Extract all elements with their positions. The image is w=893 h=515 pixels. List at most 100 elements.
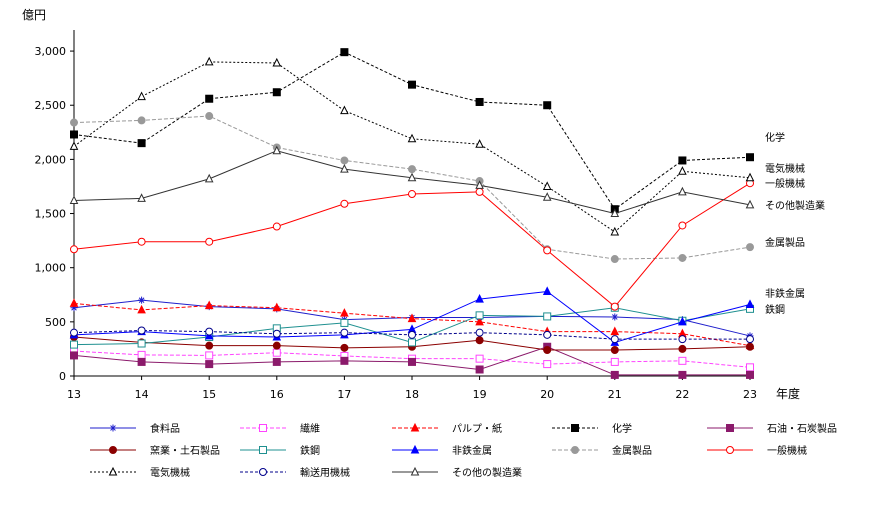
- data-point: [610, 255, 619, 264]
- data-point: [204, 173, 214, 183]
- data-point: [678, 335, 687, 344]
- data-point: [272, 341, 281, 350]
- data-point: [746, 153, 754, 162]
- series-end-label: 一般機械: [765, 177, 805, 190]
- legend-label: 繊維: [300, 422, 320, 435]
- legend-marker: [571, 424, 579, 432]
- data-point: [543, 312, 552, 321]
- data-point: [543, 101, 552, 110]
- data-point: [69, 298, 79, 307]
- data-point: [475, 139, 484, 148]
- legend-label: その他の製造業: [452, 466, 522, 479]
- legend-label: 食料品: [150, 422, 180, 435]
- data-point: [137, 304, 146, 314]
- x-tick-label: 15: [202, 388, 216, 401]
- data-point: [408, 330, 416, 339]
- y-tick-label: 0: [59, 370, 66, 383]
- data-point: [137, 237, 146, 246]
- data-point: [70, 328, 78, 337]
- data-point: [678, 316, 687, 326]
- data-point: [475, 293, 484, 303]
- x-tick-label: 18: [405, 388, 419, 401]
- data-point: [70, 340, 78, 349]
- data-point: [408, 357, 416, 366]
- series-end-label: 鉄鋼: [765, 303, 785, 316]
- legend-marker: [410, 466, 420, 476]
- data-point: [746, 335, 754, 344]
- series-4: [70, 48, 754, 214]
- data-point: [678, 370, 687, 379]
- series-5: [70, 342, 754, 379]
- data-point: [475, 187, 484, 196]
- data-point: [408, 338, 416, 347]
- data-point: [542, 181, 552, 190]
- data-point: [408, 165, 416, 174]
- data-point: [340, 343, 349, 352]
- data-point: [272, 348, 281, 357]
- data-point: [543, 360, 552, 369]
- data-point: [745, 172, 755, 182]
- data-point: [543, 246, 552, 255]
- y-tick-label: 3,000: [35, 45, 67, 58]
- data-point: [205, 327, 214, 336]
- x-ticks: 13 14 15 16 17 18 19 20 21 22 23: [67, 376, 757, 401]
- data-point: [272, 329, 281, 338]
- data-point: [70, 304, 78, 312]
- legend-label: 輸送用機械: [300, 466, 350, 479]
- data-point: [542, 192, 552, 201]
- legend-marker: [410, 422, 420, 432]
- legend-label: 一般機械: [767, 444, 807, 457]
- data-point: [70, 351, 78, 360]
- data-point: [205, 360, 214, 369]
- data-point: [678, 253, 687, 262]
- x-tick-label: 22: [675, 388, 689, 401]
- legend-item: 窯業・土石製品: [90, 444, 220, 457]
- data-point: [272, 357, 281, 366]
- legend-item: 石油・石炭製品: [707, 422, 837, 435]
- legend-marker: [259, 468, 267, 476]
- data-point: [475, 311, 484, 320]
- data-point: [69, 141, 79, 150]
- legend-item: 一般機械: [707, 444, 807, 457]
- series-end-label: その他製造業: [765, 199, 825, 212]
- y-ticks: 0 500 1,000 1,500 2,000 2,500 3,000: [35, 45, 74, 383]
- legend-item: 輸送用機械: [240, 466, 350, 479]
- x-tick-label: 17: [337, 388, 351, 401]
- data-point: [678, 156, 687, 165]
- legend-label: 金属製品: [612, 444, 652, 457]
- legend-item: 繊維: [240, 422, 320, 435]
- legend-marker: [571, 446, 579, 454]
- legend-item: その他の製造業: [392, 466, 522, 479]
- legend-label: 鉄鋼: [300, 444, 320, 457]
- legend-label: 電気機械: [150, 466, 190, 479]
- x-tick-label: 19: [473, 388, 487, 401]
- data-point: [678, 186, 687, 196]
- y-tick-label: 2,000: [35, 153, 67, 166]
- series-line: [73, 150, 751, 215]
- legend-label: 非鉄金属: [452, 444, 492, 457]
- data-point: [204, 56, 214, 66]
- series-line: [73, 330, 750, 340]
- series-12: [70, 326, 754, 344]
- legend-item: 非鉄金属: [392, 444, 492, 457]
- y-tick-label: 1,000: [35, 262, 67, 275]
- data-point: [543, 346, 552, 355]
- legend-label: 石油・石炭製品: [767, 422, 837, 435]
- data-point: [205, 112, 214, 121]
- data-point: [407, 133, 417, 143]
- data-point: [70, 118, 78, 127]
- x-axis-unit: 年度: [776, 386, 800, 401]
- data-point: [407, 172, 417, 182]
- data-point: [610, 302, 619, 311]
- data-point: [408, 190, 416, 199]
- data-point: [137, 357, 146, 366]
- legend-label: 化学: [612, 422, 632, 435]
- series-line: [73, 51, 751, 210]
- data-point: [745, 299, 755, 309]
- data-point: [70, 130, 78, 139]
- data-point: [137, 139, 146, 148]
- data-point: [678, 356, 687, 365]
